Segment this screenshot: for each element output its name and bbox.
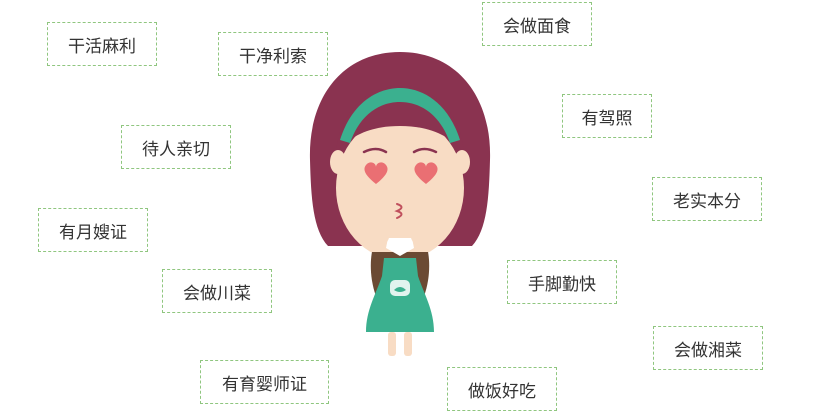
left-eyebrow bbox=[362, 147, 388, 154]
left-ear bbox=[330, 150, 346, 174]
trait-tag: 会做面食 bbox=[482, 2, 592, 46]
trait-tag: 干净利索 bbox=[218, 32, 328, 76]
trait-tag: 有驾照 bbox=[562, 94, 652, 138]
left-hand bbox=[366, 228, 390, 248]
headband bbox=[340, 88, 460, 143]
trait-tag: 老实本分 bbox=[652, 177, 762, 221]
right-eyebrow bbox=[412, 147, 438, 154]
right-hand bbox=[410, 228, 434, 248]
collar bbox=[386, 238, 414, 256]
trait-tag: 待人亲切 bbox=[121, 125, 231, 169]
trait-tag: 会做川菜 bbox=[162, 269, 272, 313]
right-ear bbox=[454, 150, 470, 174]
trait-tag: 会做湘菜 bbox=[653, 326, 763, 370]
trait-tag: 有育婴师证 bbox=[200, 360, 329, 404]
left-heart-eye-icon bbox=[364, 162, 388, 184]
face bbox=[336, 116, 464, 260]
right-leg bbox=[404, 332, 412, 356]
kiss-mouth bbox=[394, 203, 403, 219]
trait-tag: 手脚勤快 bbox=[507, 260, 617, 304]
trait-tag: 做饭好吃 bbox=[447, 367, 557, 411]
right-heart-eye-icon bbox=[414, 162, 438, 184]
apron-logo-icon bbox=[394, 287, 406, 292]
left-leg bbox=[388, 332, 396, 356]
trait-tag: 干活麻利 bbox=[47, 22, 157, 66]
trait-tag: 有月嫂证 bbox=[38, 208, 148, 252]
girl-illustration bbox=[309, 52, 491, 356]
